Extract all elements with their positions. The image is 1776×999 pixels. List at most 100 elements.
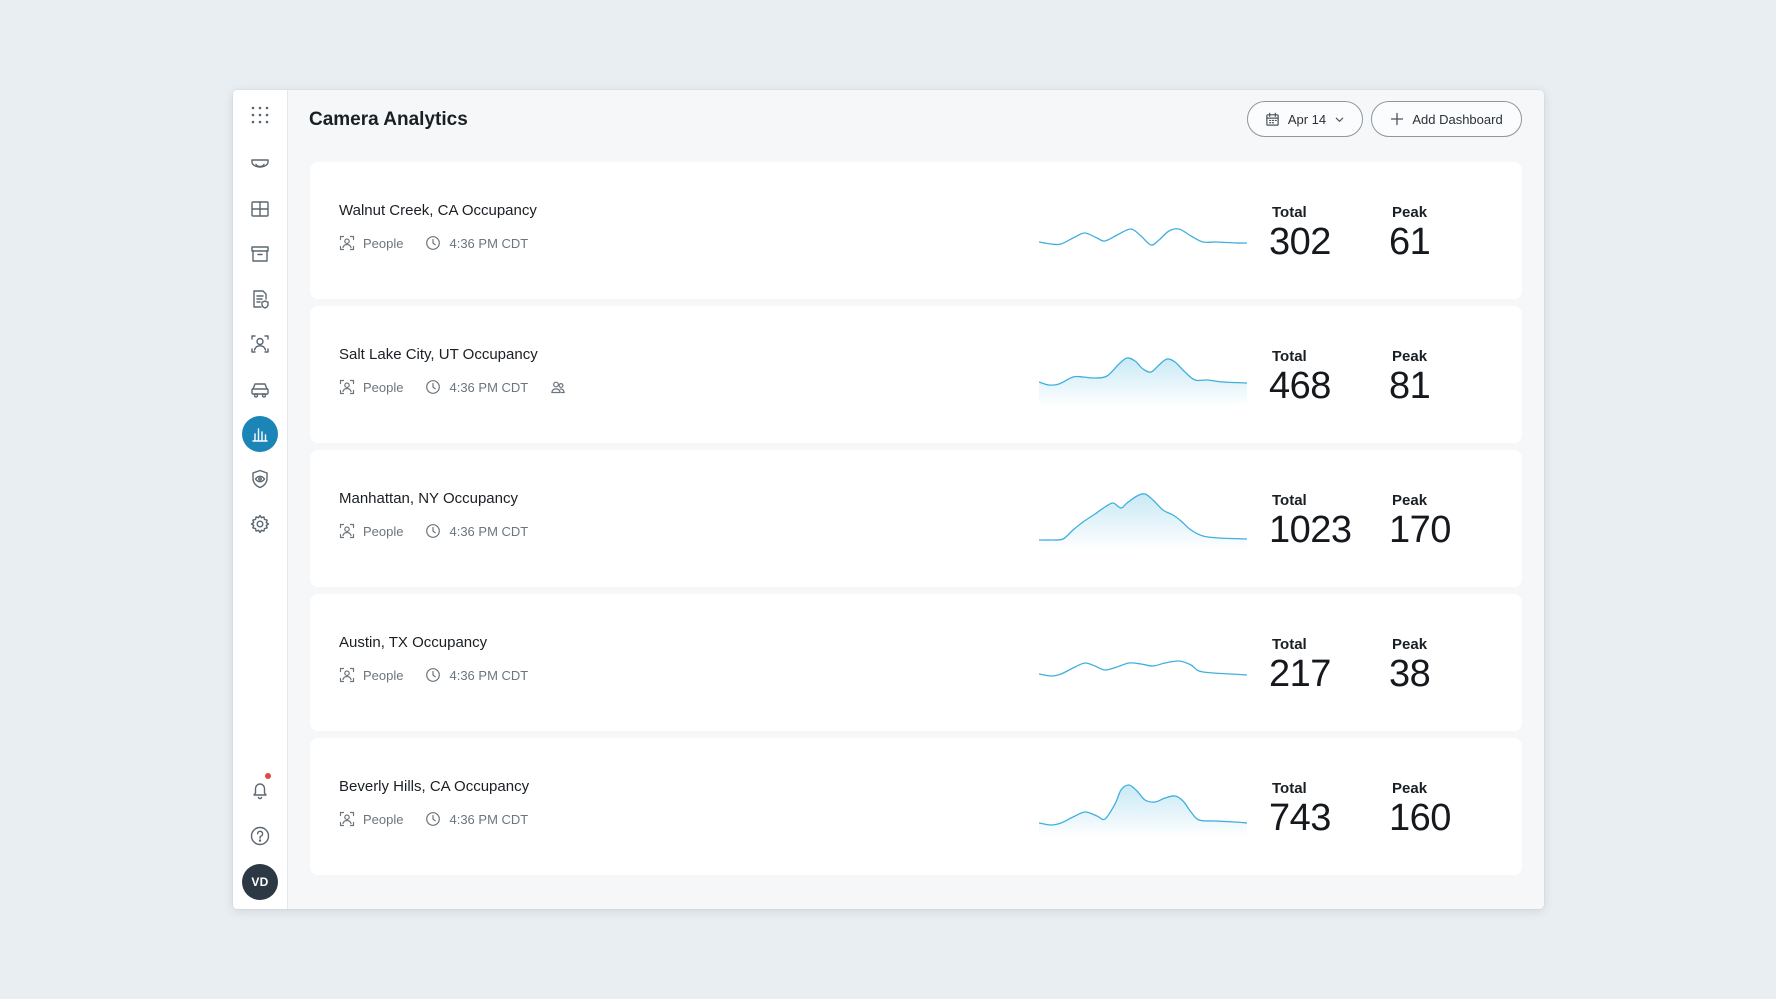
user-avatar[interactable]: VD — [242, 864, 278, 900]
peak-stat: Peak 38 — [1389, 636, 1431, 695]
add-dashboard-button[interactable]: Add Dashboard — [1371, 101, 1522, 137]
help-icon — [250, 826, 270, 846]
sidebar-item-analytics[interactable] — [242, 416, 278, 452]
bar-chart-icon — [252, 428, 268, 442]
total-stat: Total 743 — [1269, 780, 1331, 838]
meta-type: People — [339, 379, 403, 395]
dome-camera-icon — [251, 159, 269, 168]
gear-icon — [250, 514, 270, 534]
shared-users-icon — [551, 381, 566, 394]
card-title: Beverly Hills, CA Occupancy — [339, 778, 530, 795]
sidebar-item-vehicles[interactable] — [242, 371, 278, 407]
total-stat: Total 302 — [1269, 204, 1331, 262]
total-value: 217 — [1269, 653, 1331, 695]
grid-view-icon — [251, 201, 269, 217]
dashboard-card[interactable]: Manhattan, NY Occupancy People 4:36 PM C… — [310, 450, 1522, 587]
dashboard-card[interactable]: Austin, TX Occupancy People 4:36 PM CDT — [310, 594, 1522, 731]
card-time-label: 4:36 PM CDT — [449, 811, 529, 827]
date-picker-button[interactable]: Apr 14 — [1247, 101, 1363, 137]
card-meta: People 4:36 PM CDT — [339, 379, 588, 395]
chevron-down-icon — [1335, 117, 1344, 122]
total-value: 302 — [1269, 221, 1331, 263]
peak-stat: Peak 170 — [1389, 492, 1451, 550]
meta-shared — [550, 379, 566, 395]
calendar-icon — [1266, 112, 1279, 126]
sidebar-item-grid[interactable] — [242, 191, 278, 227]
peak-stat: Peak 81 — [1389, 348, 1431, 407]
occupancy-sparkline — [1039, 493, 1247, 550]
sidebar-item-security[interactable] — [242, 461, 278, 497]
peak-value: 170 — [1389, 509, 1451, 551]
total-label: Total — [1272, 348, 1307, 365]
dashboard-card[interactable]: Walnut Creek, CA Occupancy People 4:36 P… — [310, 162, 1522, 299]
peak-label: Peak — [1392, 348, 1428, 365]
grid-dots-icon — [251, 106, 269, 124]
peak-label: Peak — [1392, 780, 1428, 797]
card-title: Salt Lake City, UT Occupancy — [339, 346, 538, 363]
peak-label: Peak — [1392, 204, 1428, 221]
meta-time: 4:36 PM CDT — [425, 523, 528, 539]
card-title: Manhattan, NY Occupancy — [339, 490, 518, 507]
help-button[interactable] — [242, 818, 278, 854]
total-stat: Total 468 — [1269, 348, 1331, 406]
card-meta: People 4:36 PM CDT — [339, 235, 550, 251]
person-detect-icon — [339, 235, 355, 251]
meta-time: 4:36 PM CDT — [425, 667, 528, 683]
sidebar-item-people[interactable] — [242, 326, 278, 362]
vehicle-icon — [251, 383, 269, 398]
card-type-label: People — [363, 667, 404, 683]
meta-time: 4:36 PM CDT — [425, 811, 528, 827]
sidebar-item-cameras[interactable] — [242, 146, 278, 182]
notification-dot — [265, 773, 271, 779]
total-value: 468 — [1269, 365, 1331, 407]
page-title: Camera Analytics — [309, 109, 468, 130]
clock-icon — [426, 236, 441, 250]
meta-time: 4:36 PM CDT — [425, 379, 528, 395]
total-label: Total — [1272, 636, 1307, 653]
clock-icon — [426, 668, 441, 682]
person-detect-icon — [251, 335, 269, 353]
peak-value: 38 — [1389, 653, 1431, 695]
peak-stat: Peak 160 — [1389, 780, 1451, 838]
occupancy-sparkline — [1039, 784, 1247, 838]
total-label: Total — [1272, 780, 1307, 797]
total-label: Total — [1272, 492, 1307, 509]
occupancy-sparkline — [1039, 660, 1247, 677]
peak-stat: Peak 61 — [1389, 204, 1431, 262]
card-type-label: People — [363, 811, 404, 827]
card-meta: People 4:36 PM CDT — [339, 667, 550, 683]
person-detect-icon — [339, 667, 355, 683]
total-stat: Total 217 — [1269, 636, 1331, 694]
card-time-label: 4:36 PM CDT — [449, 667, 529, 683]
person-detect-icon — [339, 811, 355, 827]
meta-type: People — [339, 235, 403, 251]
app-launcher-button[interactable] — [242, 97, 278, 133]
occupancy-sparkline — [1039, 357, 1247, 406]
person-detect-icon — [339, 379, 355, 395]
clock-icon — [426, 812, 441, 826]
meta-time: 4:36 PM CDT — [425, 235, 528, 251]
sidebar: VD — [233, 90, 288, 909]
bell-icon — [253, 783, 267, 800]
peak-label: Peak — [1392, 636, 1428, 653]
total-value: 1023 — [1269, 509, 1352, 551]
person-detect-icon — [339, 523, 355, 539]
notifications-button[interactable] — [242, 772, 278, 808]
dashboard-card[interactable]: Salt Lake City, UT Occupancy People 4:36… — [310, 306, 1522, 443]
card-type-label: People — [363, 379, 404, 395]
card-time-label: 4:36 PM CDT — [449, 379, 529, 395]
total-label: Total — [1272, 204, 1307, 221]
occupancy-sparkline — [1039, 228, 1247, 246]
dashboard-card[interactable]: Beverly Hills, CA Occupancy People 4:36 … — [310, 738, 1522, 875]
sidebar-item-reports[interactable] — [242, 281, 278, 317]
card-title: Walnut Creek, CA Occupancy — [339, 202, 537, 219]
meta-type: People — [339, 667, 403, 683]
plus-icon — [1391, 112, 1404, 126]
card-meta: People 4:36 PM CDT — [339, 523, 550, 539]
sidebar-item-archive[interactable] — [242, 236, 278, 272]
peak-label: Peak — [1392, 492, 1428, 509]
meta-type: People — [339, 523, 403, 539]
peak-value: 81 — [1389, 365, 1431, 407]
add-dashboard-label: Add Dashboard — [1412, 111, 1503, 127]
sidebar-item-settings[interactable] — [242, 506, 278, 542]
